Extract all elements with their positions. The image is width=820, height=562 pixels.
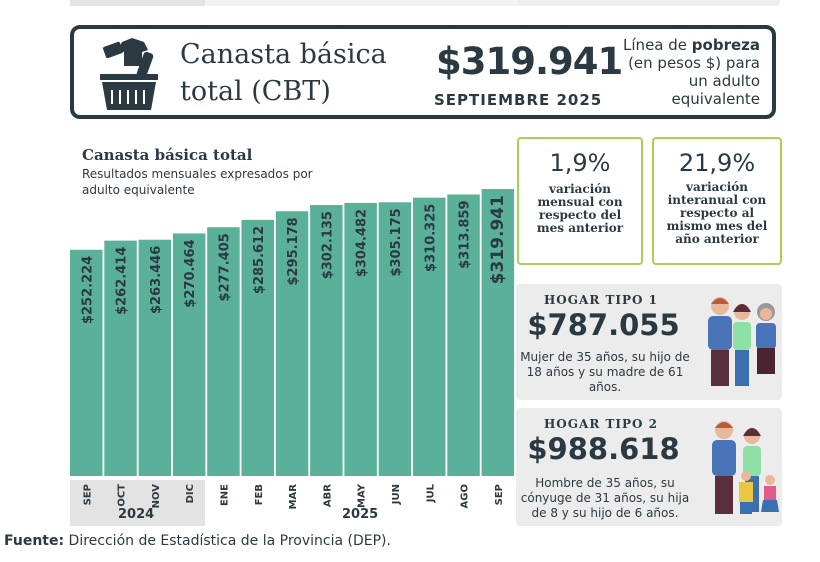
month-tick-label: FEB [254, 484, 265, 505]
bar-12 [481, 189, 515, 476]
hogar-tipo-2-card: HOGAR TIPO 2 $988.618 Hombre de 35 años,… [516, 408, 782, 526]
bar-value-label: $319.941 [488, 195, 508, 284]
banner-date: SEPTIEMBRE 2025 [434, 91, 603, 109]
bar-chart: $252.224 SEP $262.414 OCT $263.446 NOV $270.46… [70, 189, 515, 510]
hogar-2-desc: Hombre de 35 años, su cónyuge de 31 años… [520, 476, 690, 520]
year-label-2025: 2025 [342, 507, 379, 522]
family-1-icon [708, 297, 776, 386]
top-strip [70, 0, 780, 6]
basket-icon [100, 38, 158, 110]
variation-monthly-card: 1,9% variación mensual con respecto del … [517, 137, 643, 265]
source-note: Fuente: Dirección de Estadística de la P… [4, 533, 391, 549]
cbt-banner [70, 25, 776, 119]
hogar-1-amount: $787.055 [527, 308, 680, 342]
bar-value-label: $285.612 [252, 226, 267, 294]
month-tick-label: MAY [357, 483, 368, 508]
hogar-2-title: HOGAR TIPO 2 [543, 417, 659, 431]
bar-3 [172, 233, 206, 476]
bar-8 [344, 202, 377, 476]
source-label: Fuente: [4, 533, 65, 549]
hogar-tipo-1-card: HOGAR TIPO 1 $787.055 Mujer de 35 años, … [516, 284, 782, 400]
bar-10 [413, 197, 446, 477]
month-tick-label: MAR [288, 484, 299, 510]
month-tick-label: ABR [322, 484, 333, 507]
year-label-2024: 2024 [118, 507, 155, 522]
month-tick-label: AGO [460, 484, 471, 508]
banner-note: Línea de pobreza (en pesos $) para un ad… [612, 36, 760, 108]
bar-value-label: $305.175 [389, 208, 404, 276]
month-tick-label: OCT [117, 484, 128, 507]
bar-value-label: $313.859 [458, 201, 473, 269]
hogar-2-amount: $988.618 [527, 432, 680, 466]
month-tick-label: DIC [185, 484, 196, 503]
month-tick-label: ENE [219, 484, 230, 506]
month-tick-label: SEP [82, 484, 93, 505]
variation-monthly-text: variación mensual con respecto del mes a… [536, 182, 624, 235]
bar-7 [310, 205, 343, 476]
hogar-1-title: HOGAR TIPO 1 [543, 293, 659, 307]
variation-monthly-value: 1,9% [549, 149, 611, 177]
bar-value-label: $277.405 [217, 233, 232, 301]
year-2024-band [70, 480, 205, 526]
bar-0 [70, 249, 103, 476]
bar-5 [241, 219, 274, 476]
bar-value-label: $270.464 [183, 239, 198, 307]
variation-annual-value: 21,9% [678, 149, 756, 177]
hogar-1-desc: Mujer de 35 años, su hijo de 18 años y s… [520, 350, 690, 394]
bar-value-label: $263.446 [149, 246, 164, 314]
variation-annual-text: variación interanual con respecto al mis… [666, 180, 768, 246]
banner-title: Canasta básica total (CBT) [180, 39, 387, 107]
bar-11 [447, 194, 480, 477]
month-tick-label: JUN [391, 484, 402, 505]
note-pre: Línea de [623, 36, 688, 54]
banner-amount: $319.941 [436, 40, 623, 83]
chart-title: Canasta básica total [82, 146, 253, 164]
bar-2 [138, 239, 172, 476]
month-tick-label: SEP [494, 484, 505, 505]
bar-value-label: $262.414 [115, 247, 130, 315]
bar-value-label: $295.178 [286, 217, 301, 285]
bar-4 [207, 227, 240, 476]
bar-value-label: $302.135 [320, 211, 335, 279]
source-text: Dirección de Estadística de la Provincia… [68, 533, 391, 549]
bar-1 [104, 240, 137, 476]
bar-9 [378, 202, 412, 476]
family-2-icon [712, 421, 779, 514]
month-tick-label: JUL [425, 483, 436, 503]
month-tick-label: NOV [151, 484, 162, 509]
note-bold: pobreza [691, 36, 760, 54]
chart-subtitle: Resultados mensuales expresados por adul… [82, 167, 313, 197]
bar-value-label: $252.224 [80, 256, 95, 324]
bar-6 [275, 211, 309, 476]
variation-annual-card: 21,9% variación interanual con respecto … [652, 137, 782, 265]
bar-value-label: $310.325 [423, 204, 438, 272]
bar-value-label: $304.482 [355, 209, 370, 277]
note-post: (en pesos $) para un adulto equivalente [628, 54, 760, 108]
